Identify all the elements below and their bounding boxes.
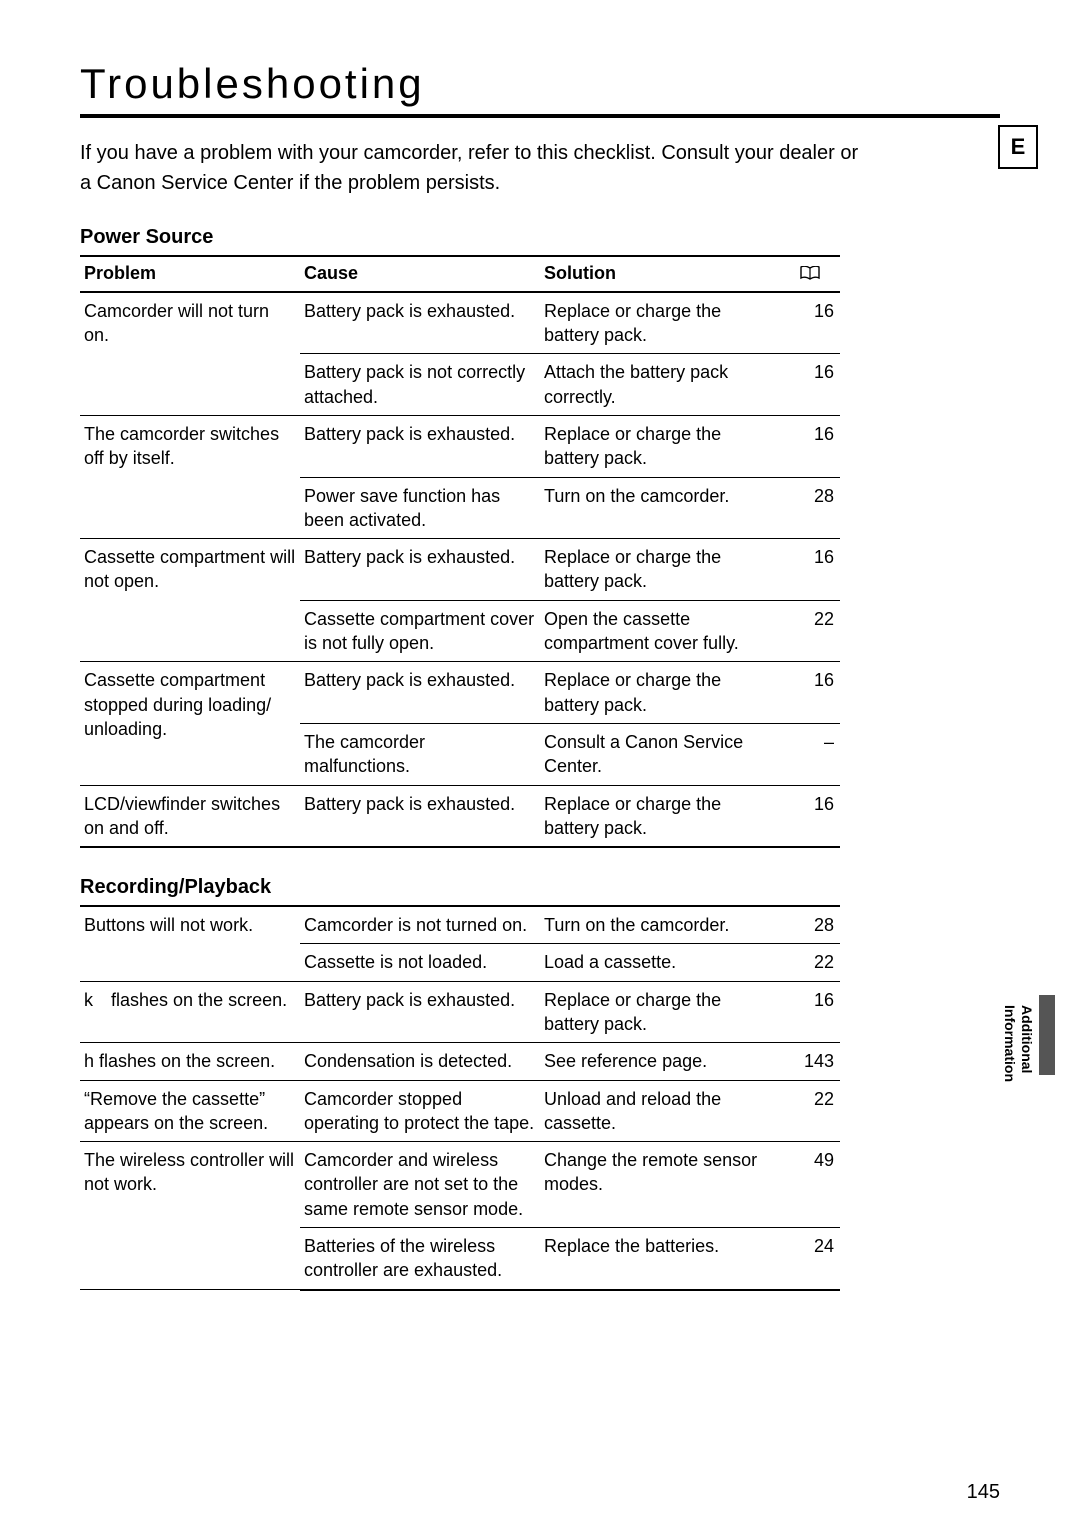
- cell-ref: 22: [780, 1080, 840, 1142]
- cell-solution: Replace or charge the battery pack.: [540, 292, 780, 354]
- cell-problem: Cassette compartment stopped during load…: [80, 662, 300, 785]
- cell-ref: –: [780, 723, 840, 785]
- page-title: Troubleshooting: [80, 60, 1000, 108]
- cell-problem: k flashes on the screen.: [80, 981, 300, 1043]
- cell-ref: 16: [780, 415, 840, 477]
- cell-solution: Unload and reload the cassette.: [540, 1080, 780, 1142]
- cell-cause: Power save function has been activated.: [300, 477, 540, 539]
- cell-cause: Condensation is detected.: [300, 1043, 540, 1080]
- cell-ref: 16: [780, 981, 840, 1043]
- cell-cause: Batteries of the wireless controller are…: [300, 1228, 540, 1290]
- cell-solution: Open the cassette compartment cover full…: [540, 600, 780, 662]
- cell-ref: 16: [780, 662, 840, 724]
- table-row: The wireless controller will not work.Ca…: [80, 1142, 840, 1228]
- cell-solution: See reference page.: [540, 1043, 780, 1080]
- cell-problem: LCD/viewfinder switches on and off.: [80, 785, 300, 847]
- table-row: Cassette compartment stopped during load…: [80, 662, 840, 724]
- cell-cause: Battery pack is exhausted.: [300, 415, 540, 477]
- cell-cause: The camcorder malfunctions.: [300, 723, 540, 785]
- cell-problem: h flashes on the screen.: [80, 1043, 300, 1080]
- cell-ref: 16: [780, 785, 840, 847]
- section-heading-recplay: Recording/Playback: [80, 876, 1000, 899]
- cell-solution: Replace or charge the battery pack.: [540, 785, 780, 847]
- cell-cause: Battery pack is exhausted.: [300, 292, 540, 354]
- cell-cause: Camcorder stopped operating to protect t…: [300, 1080, 540, 1142]
- language-badge: E: [998, 125, 1038, 169]
- cell-cause: Battery pack is exhausted.: [300, 981, 540, 1043]
- intro-text: If you have a problem with your camcorde…: [80, 138, 860, 198]
- cell-ref: 28: [780, 477, 840, 539]
- table-row: “Remove the cassette” appears on the scr…: [80, 1080, 840, 1142]
- cell-cause: Battery pack is exhausted.: [300, 539, 540, 601]
- cell-cause: Camcorder is not turned on.: [300, 906, 540, 944]
- section-heading-power: Power Source: [80, 226, 1000, 249]
- table-row: h flashes on the screen.Condensation is …: [80, 1043, 840, 1080]
- cell-ref: 28: [780, 906, 840, 944]
- cell-solution: Replace or charge the battery pack.: [540, 662, 780, 724]
- book-icon: [800, 264, 820, 285]
- troubleshooting-table-power: Problem Cause Solution Camcorder will no…: [80, 255, 840, 848]
- table-row: Cassette compartment will not open.Batte…: [80, 539, 840, 601]
- cell-problem: The wireless controller will not work.: [80, 1142, 300, 1290]
- side-tab-label: AdditionalInformation: [1001, 1005, 1035, 1082]
- cell-ref: 16: [780, 292, 840, 354]
- cell-solution: Load a cassette.: [540, 944, 780, 981]
- language-badge-label: E: [1011, 134, 1026, 160]
- cell-solution: Change the remote sensor modes.: [540, 1142, 780, 1228]
- col-ref: [780, 256, 840, 292]
- cell-solution: Turn on the camcorder.: [540, 906, 780, 944]
- col-problem: Problem: [80, 256, 300, 292]
- cell-solution: Consult a Canon Service Center.: [540, 723, 780, 785]
- side-tab: [1039, 995, 1055, 1075]
- cell-solution: Replace or charge the battery pack.: [540, 415, 780, 477]
- cell-solution: Turn on the camcorder.: [540, 477, 780, 539]
- cell-ref: 22: [780, 944, 840, 981]
- cell-solution: Attach the battery pack correctly.: [540, 354, 780, 416]
- cell-ref: 143: [780, 1043, 840, 1080]
- cell-cause: Camcorder and wireless controller are no…: [300, 1142, 540, 1228]
- cell-ref: 16: [780, 539, 840, 601]
- cell-solution: Replace or charge the battery pack.: [540, 981, 780, 1043]
- cell-cause: Cassette compartment cover is not fully …: [300, 600, 540, 662]
- cell-problem: “Remove the cassette” appears on the scr…: [80, 1080, 300, 1142]
- table-row: k flashes on the screen.Battery pack is …: [80, 981, 840, 1043]
- table-row: Buttons will not work.Camcorder is not t…: [80, 906, 840, 944]
- cell-problem: The camcorder switches off by itself.: [80, 415, 300, 538]
- troubleshooting-table-recplay: Buttons will not work.Camcorder is not t…: [80, 905, 840, 1291]
- cell-ref: 22: [780, 600, 840, 662]
- title-rule: [80, 114, 1000, 118]
- cell-ref: 24: [780, 1228, 840, 1290]
- cell-ref: 49: [780, 1142, 840, 1228]
- cell-ref: 16: [780, 354, 840, 416]
- table-row: Camcorder will not turn on.Battery pack …: [80, 292, 840, 354]
- table-row: The camcorder switches off by itself.Bat…: [80, 415, 840, 477]
- cell-cause: Battery pack is exhausted.: [300, 785, 540, 847]
- cell-solution: Replace the batteries.: [540, 1228, 780, 1290]
- col-solution: Solution: [540, 256, 780, 292]
- cell-problem: Camcorder will not turn on.: [80, 292, 300, 416]
- cell-cause: Cassette is not loaded.: [300, 944, 540, 981]
- cell-solution: Replace or charge the battery pack.: [540, 539, 780, 601]
- page-number: 145: [967, 1481, 1000, 1504]
- col-cause: Cause: [300, 256, 540, 292]
- cell-problem: Cassette compartment will not open.: [80, 539, 300, 662]
- cell-problem: Buttons will not work.: [80, 906, 300, 981]
- table-row: LCD/viewfinder switches on and off.Batte…: [80, 785, 840, 847]
- cell-cause: Battery pack is not correctly attached.: [300, 354, 540, 416]
- cell-cause: Battery pack is exhausted.: [300, 662, 540, 724]
